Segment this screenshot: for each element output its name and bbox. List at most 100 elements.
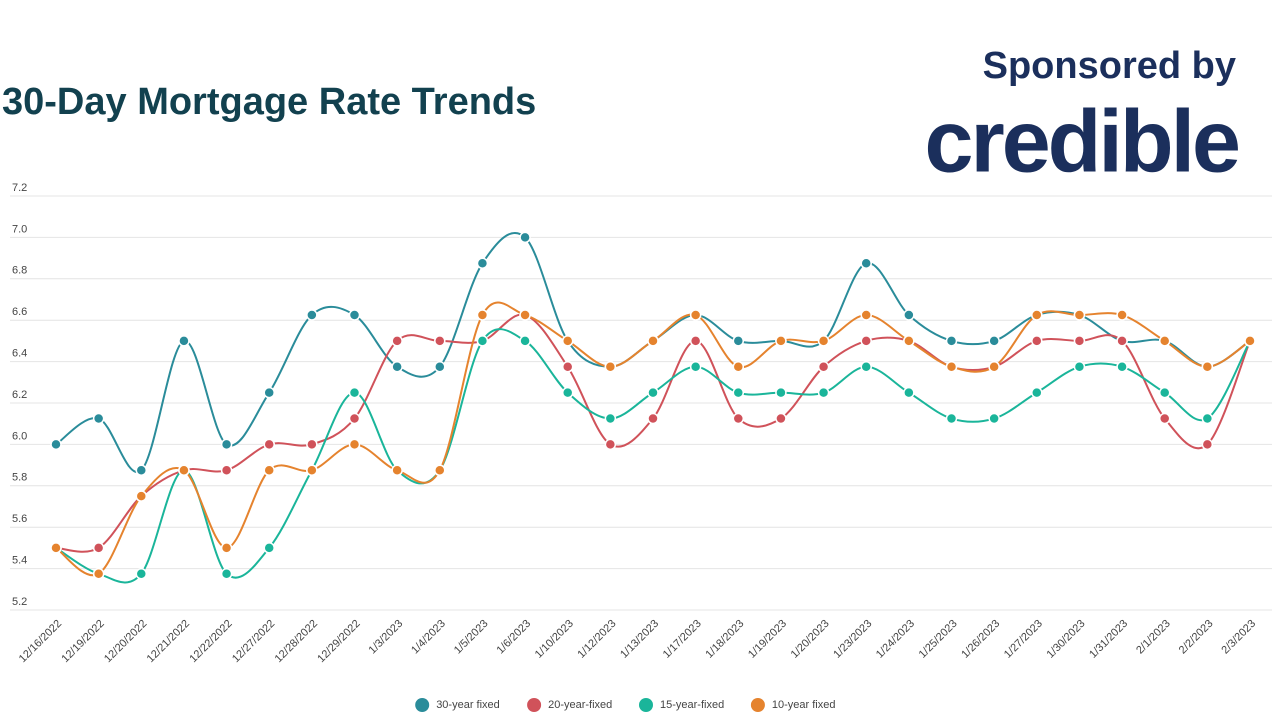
data-point [1031,386,1043,399]
x-tick-label: 12/19/2022 [59,618,106,665]
series-line [55,313,1251,553]
data-point [263,438,275,451]
data-point [561,361,574,373]
data-point [519,231,531,244]
data-point [988,361,1000,373]
data-point [220,568,233,580]
data-point [1201,412,1214,425]
data-point [817,335,830,347]
data-point [135,568,148,580]
y-tick-label: 6.4 [12,348,27,360]
data-point [306,309,318,321]
x-tick-label: 1/23/2023 [831,618,874,661]
x-tick-label: 1/17/2023 [661,618,704,661]
data-point [647,412,659,425]
data-point [1201,438,1214,451]
legend-label: 10-year fixed [772,699,836,711]
x-tick-label: 1/18/2023 [703,618,746,661]
x-tick-label: 1/13/2023 [618,618,661,661]
y-tick-label: 5.8 [12,472,27,484]
data-point [817,386,830,399]
x-tick-label: 1/25/2023 [917,618,960,661]
legend-label: 15-year-fixed [660,699,724,711]
data-point [817,361,830,373]
data-point [92,542,105,554]
data-point [135,464,148,477]
sponsor-brand: credible [925,91,1239,190]
legend-marker [639,698,653,712]
data-point [604,412,617,425]
y-tick-label: 7.2 [12,182,27,194]
data-point [434,361,446,373]
x-tick-label: 12/27/2022 [230,618,277,665]
data-point [263,386,275,399]
x-tick-label: 1/3/2023 [367,618,406,657]
x-tick-label: 2/3/2023 [1219,618,1258,657]
x-tick-label: 1/19/2023 [746,618,789,661]
legend-label: 30-year fixed [436,699,500,711]
data-point [220,438,233,451]
data-point [732,361,745,373]
data-point [1116,309,1128,321]
data-point [1073,361,1086,373]
data-point [647,335,659,347]
data-point [135,490,148,502]
data-point [1244,335,1256,347]
data-point [775,386,787,399]
data-point [178,335,190,347]
y-tick-label: 6.2 [12,389,27,401]
data-point [391,361,403,373]
data-point [519,335,531,347]
y-tick-label: 6.6 [12,306,27,318]
data-point [1073,335,1086,347]
x-tick-label: 1/30/2023 [1045,618,1088,661]
sponsor-label: Sponsored by [983,45,1236,87]
x-tick-label: 1/20/2023 [789,618,832,661]
x-tick-label: 12/21/2022 [145,618,192,665]
data-point [476,309,489,321]
data-point [945,335,958,347]
data-point [604,361,617,373]
data-point [988,412,1000,425]
data-point [263,542,275,554]
data-point [263,464,275,477]
data-point [348,309,361,321]
data-point [1031,335,1043,347]
data-point [561,335,574,347]
y-tick-label: 5.4 [12,555,27,567]
data-point [434,335,446,347]
data-point [903,386,915,399]
data-point [604,438,617,451]
x-tick-label: 2/2/2023 [1177,618,1216,657]
data-point [92,568,105,580]
data-point [1158,386,1171,399]
data-point [732,386,745,399]
data-point [860,335,872,347]
data-point [647,386,659,399]
x-tick-label: 1/31/2023 [1087,618,1130,661]
x-tick-label: 1/6/2023 [494,618,533,657]
data-point [220,542,233,554]
x-tick-label: 1/12/2023 [575,618,618,661]
data-point [945,412,958,425]
data-point [561,386,574,399]
data-point [689,361,702,373]
chart-title: 30-Day Mortgage Rate Trends [2,81,536,123]
data-point [903,335,915,347]
data-point [1073,309,1086,321]
data-point [860,309,872,321]
data-point [945,361,958,373]
x-tick-label: 2/1/2023 [1134,618,1173,657]
data-point [732,412,745,425]
data-point [1158,412,1171,425]
legend-label: 20-year-fixed [548,699,612,711]
data-point [1158,335,1171,347]
x-tick-label: 1/4/2023 [409,618,448,657]
y-tick-label: 5.6 [12,513,27,525]
data-point [50,542,62,554]
data-point [50,438,62,451]
data-point [519,309,531,321]
legend-marker [527,698,542,712]
y-tick-label: 7.0 [12,223,27,235]
